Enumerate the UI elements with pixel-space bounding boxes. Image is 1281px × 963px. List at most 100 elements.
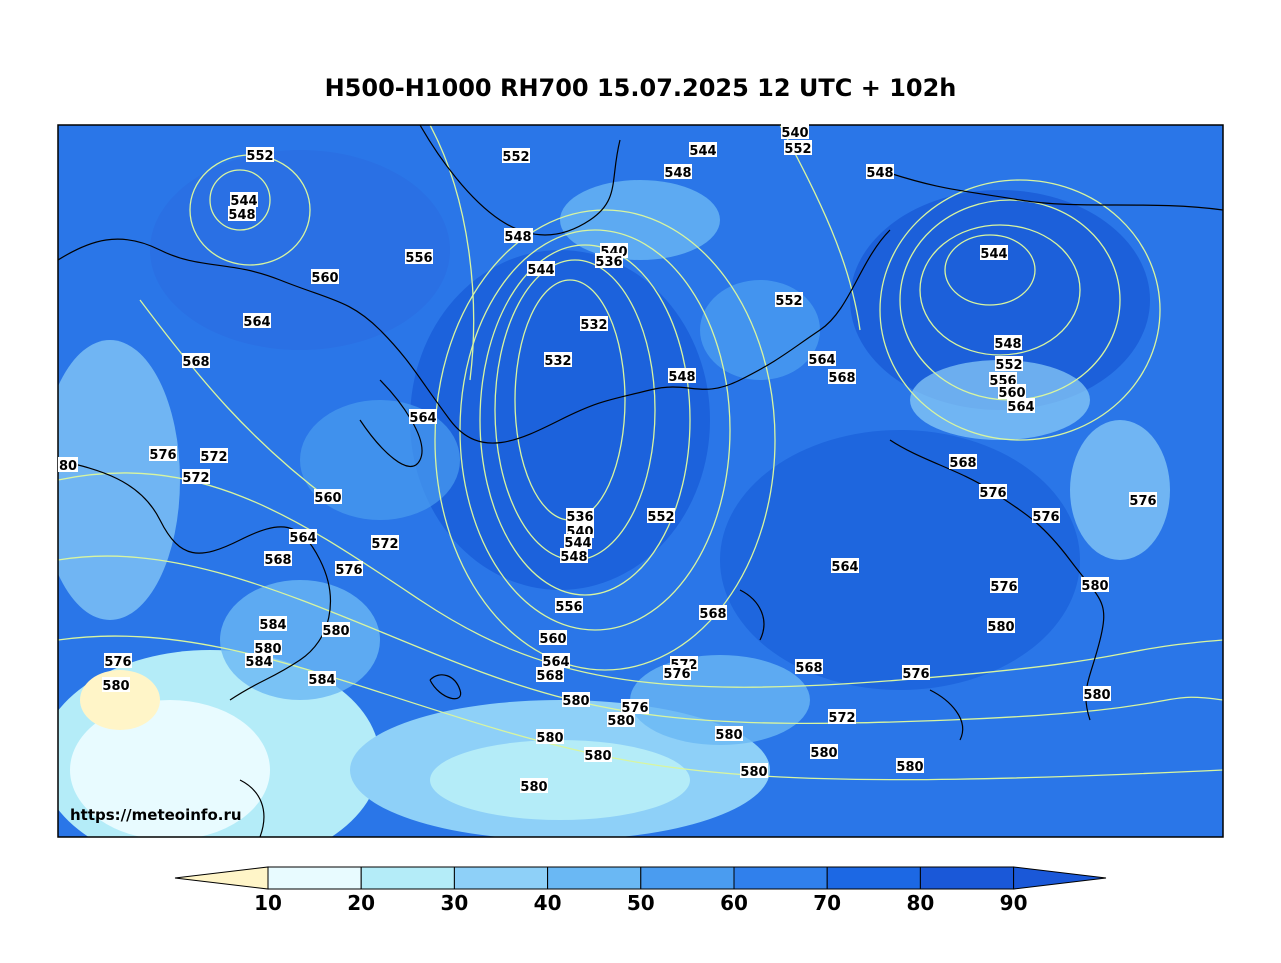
- contour-label: 552: [775, 292, 803, 309]
- svg-text:548: 548: [866, 166, 893, 181]
- contour-label: 580: [102, 677, 130, 694]
- contour-label: 544: [689, 142, 717, 159]
- colorbar-tick-label: 20: [347, 891, 375, 915]
- contour-label: 552: [784, 140, 812, 157]
- svg-text:544: 544: [980, 247, 1007, 262]
- svg-text:552: 552: [246, 149, 273, 164]
- svg-text:580: 580: [715, 728, 742, 743]
- svg-text:548: 548: [228, 208, 255, 223]
- svg-text:580: 580: [584, 749, 611, 764]
- contour-label: 564: [243, 313, 271, 330]
- contour-label: 548: [866, 164, 894, 181]
- svg-text:552: 552: [784, 142, 811, 157]
- svg-text:572: 572: [828, 711, 855, 726]
- svg-text:572: 572: [182, 471, 209, 486]
- svg-text:568: 568: [536, 669, 563, 684]
- svg-text:552: 552: [647, 510, 674, 525]
- rh-driest: [80, 670, 160, 730]
- contour-label: 536: [566, 508, 594, 525]
- svg-text:568: 568: [264, 553, 291, 568]
- contour-label: 584: [259, 616, 287, 633]
- colorbar-tick-label: 40: [534, 891, 562, 915]
- svg-text:576: 576: [335, 563, 362, 578]
- svg-text:548: 548: [504, 230, 531, 245]
- svg-text:548: 548: [668, 370, 695, 385]
- contour-label: 564: [1007, 398, 1035, 415]
- svg-text:564: 564: [1007, 400, 1034, 415]
- svg-text:560: 560: [311, 271, 338, 286]
- svg-text:552: 552: [502, 150, 529, 165]
- contour-label: 576: [663, 665, 691, 682]
- contour-label: 564: [289, 529, 317, 546]
- contour-label: 580: [987, 618, 1015, 635]
- contour-label: 576: [1032, 508, 1060, 525]
- contour-label: 556: [555, 598, 583, 615]
- svg-text:576: 576: [663, 667, 690, 682]
- contour-label: 584: [308, 671, 336, 688]
- svg-text:560: 560: [539, 632, 566, 647]
- contour-label: 576: [1129, 492, 1157, 509]
- contour-label: 552: [502, 148, 530, 165]
- svg-text:568: 568: [795, 661, 822, 676]
- colorbar-tick-label: 50: [627, 891, 655, 915]
- contour-label: 580: [562, 692, 590, 709]
- contour-label: 560: [314, 489, 342, 506]
- contour-label: 532: [580, 316, 608, 333]
- svg-text:572: 572: [200, 450, 227, 465]
- svg-text:580: 580: [1081, 579, 1108, 594]
- contour-label: 568: [699, 605, 727, 622]
- contour-label: 548: [228, 206, 256, 223]
- colorbar-ticks: 10 20 30 40 50 60 70 80 90: [254, 891, 1027, 915]
- contour-label: 532: [544, 352, 572, 369]
- colorbar-tick-label: 80: [906, 891, 934, 915]
- svg-text:576: 576: [1129, 494, 1156, 509]
- contour-label: 576: [990, 578, 1018, 595]
- contour-label: 568: [949, 454, 977, 471]
- contour-label: 580: [715, 726, 743, 743]
- svg-text:552: 552: [995, 358, 1022, 373]
- svg-text:576: 576: [104, 655, 131, 670]
- svg-text:580: 580: [607, 714, 634, 729]
- svg-text:564: 564: [831, 560, 858, 575]
- contour-label: 548: [664, 164, 692, 181]
- colorbar-tick-label: 30: [440, 891, 468, 915]
- svg-text:580: 580: [740, 765, 767, 780]
- svg-text:580: 580: [520, 780, 547, 795]
- svg-text:564: 564: [542, 655, 569, 670]
- contour-labels: 5525445485525485525405445485485565605485…: [58, 124, 1157, 795]
- contour-label: 548: [994, 335, 1022, 352]
- map-title: H500-H1000 RH700 15.07.2025 12 UTC + 102…: [324, 74, 957, 102]
- rh-light-patch: [560, 180, 720, 260]
- rh-northwest: [150, 150, 450, 350]
- svg-text:560: 560: [314, 491, 341, 506]
- svg-text:576: 576: [149, 448, 176, 463]
- contour-label: 560: [311, 269, 339, 286]
- contour-label: 564: [542, 653, 570, 670]
- colorbar-tick-label: 10: [254, 891, 282, 915]
- svg-text:532: 532: [544, 354, 571, 369]
- svg-text:576: 576: [1032, 510, 1059, 525]
- contour-label: 564: [808, 351, 836, 368]
- colorbar-tick-label: 60: [720, 891, 748, 915]
- svg-text:580: 580: [810, 746, 837, 761]
- svg-text:556: 556: [555, 600, 582, 615]
- contour-label: 560: [539, 630, 567, 647]
- svg-text:536: 536: [566, 510, 593, 525]
- svg-text:580: 580: [1083, 688, 1110, 703]
- svg-text:544: 544: [689, 144, 716, 159]
- contour-label: 568: [264, 551, 292, 568]
- contour-label: 580: [607, 712, 635, 729]
- contour-label: 580: [520, 778, 548, 795]
- contour-label: 544: [527, 261, 555, 278]
- contour-label: 576: [335, 561, 363, 578]
- contour-label: 548: [504, 228, 532, 245]
- svg-text:580: 580: [322, 624, 349, 639]
- svg-text:580: 580: [562, 694, 589, 709]
- contour-label: 580: [536, 729, 564, 746]
- colorbar-box: [267, 866, 362, 890]
- colorbar-boxes: [174, 866, 1107, 890]
- rh-light-patch: [1070, 420, 1170, 560]
- contour-label: 564: [831, 558, 859, 575]
- contour-label: 552: [246, 147, 274, 164]
